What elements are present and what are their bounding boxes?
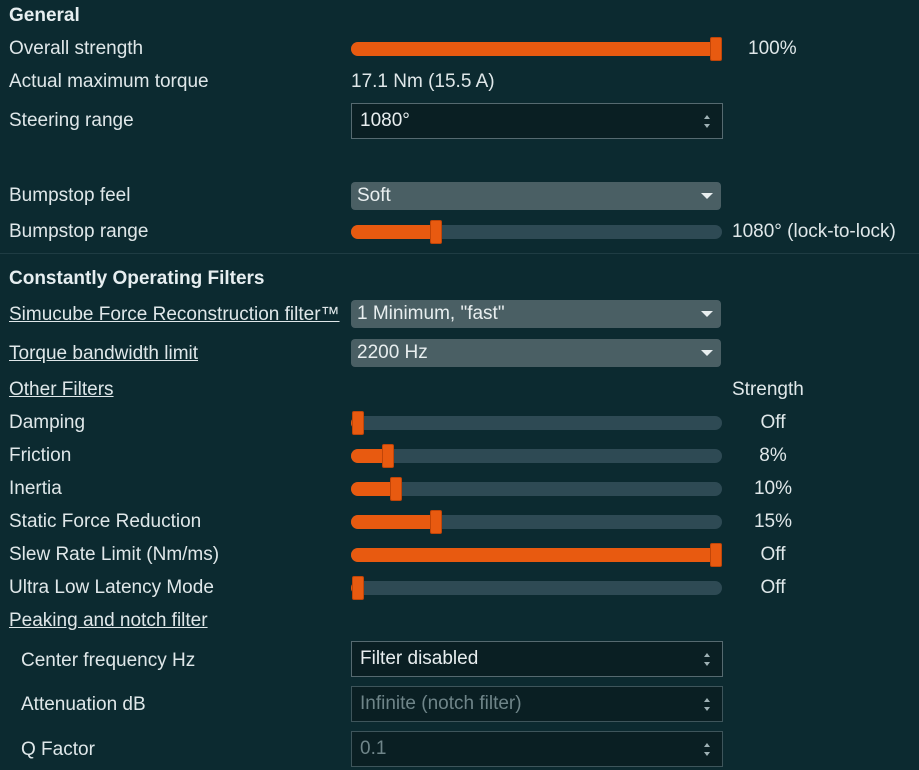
slider-fill — [351, 42, 716, 56]
slider-thumb[interactable] — [389, 477, 402, 501]
spin-arrows-icon[interactable] — [696, 107, 718, 135]
damping-slider[interactable] — [351, 411, 722, 435]
bumpstop-feel-value: Soft — [357, 185, 391, 206]
slew-rate-limit-label: Slew Rate Limit (Nm/ms) — [9, 544, 220, 565]
slider-fill — [351, 225, 437, 239]
other-filters-link[interactable]: Other Filters — [9, 379, 114, 400]
slew-rate-limit-value: Off — [760, 544, 786, 565]
slider-fill — [351, 515, 437, 529]
q-factor-label: Q Factor — [21, 739, 95, 760]
ultra-low-latency-value: Off — [760, 577, 786, 598]
slew-rate-limit-slider[interactable] — [351, 543, 722, 567]
bumpstop-range-slider[interactable] — [351, 220, 722, 244]
slider-thumb[interactable] — [430, 510, 443, 534]
actual-max-torque-label: Actual maximum torque — [9, 71, 209, 92]
overall-strength-label: Overall strength — [9, 38, 144, 59]
attenuation-spinbox: Infinite (notch filter) — [351, 686, 723, 722]
inertia-label: Inertia — [9, 478, 62, 499]
q-factor-spinbox: 0.1 — [351, 731, 723, 767]
q-factor-value: 0.1 — [360, 738, 387, 759]
steering-range-label: Steering range — [9, 110, 134, 131]
inertia-slider[interactable] — [351, 477, 722, 501]
ultra-low-latency-slider[interactable] — [351, 576, 722, 600]
strength-column-header: Strength — [732, 379, 804, 400]
ultra-low-latency-label: Ultra Low Latency Mode — [9, 577, 214, 598]
center-frequency-spinbox[interactable]: Filter disabled — [351, 641, 723, 677]
overall-strength-slider[interactable] — [351, 37, 722, 61]
slider-thumb[interactable] — [352, 576, 365, 600]
torque-bandwidth-select[interactable]: 2200 Hz — [351, 339, 721, 367]
peaking-notch-filter-link[interactable]: Peaking and notch filter — [9, 610, 208, 631]
chevron-down-icon — [701, 311, 713, 317]
reconstruction-filter-value: 1 Minimum, "fast" — [357, 303, 505, 324]
friction-value: 8% — [759, 445, 787, 466]
attenuation-label: Attenuation dB — [21, 694, 146, 715]
torque-bandwidth-link[interactable]: Torque bandwidth limit — [9, 343, 199, 364]
bumpstop-range-value: 1080° (lock-to-lock) — [732, 221, 896, 242]
slider-thumb[interactable] — [382, 444, 395, 468]
friction-label: Friction — [9, 445, 72, 466]
torque-bandwidth-value: 2200 Hz — [357, 342, 428, 363]
static-force-reduction-value: 15% — [753, 511, 793, 532]
spin-arrows-icon[interactable] — [696, 645, 718, 673]
section-divider — [0, 253, 919, 254]
slider-thumb[interactable] — [430, 220, 443, 244]
slider-thumb[interactable] — [710, 543, 722, 567]
damping-value: Off — [760, 412, 786, 433]
slider-fill — [351, 482, 396, 496]
reconstruction-filter-link[interactable]: Simucube Force Reconstruction filter™ — [9, 304, 340, 325]
chevron-down-icon — [701, 193, 713, 199]
inertia-value: 10% — [753, 478, 793, 499]
overall-strength-value: 100% — [748, 38, 797, 59]
actual-max-torque-value: 17.1 Nm (15.5 A) — [351, 71, 495, 92]
damping-label: Damping — [9, 412, 86, 433]
slider-thumb[interactable] — [352, 411, 365, 435]
spin-arrows-icon — [696, 735, 718, 763]
static-force-reduction-slider[interactable] — [351, 510, 722, 534]
center-frequency-value: Filter disabled — [360, 648, 479, 669]
chevron-down-icon — [701, 350, 713, 356]
general-header: General — [9, 5, 80, 26]
slider-fill — [351, 449, 389, 463]
slider-thumb[interactable] — [710, 37, 722, 61]
slider-fill — [351, 548, 716, 562]
friction-slider[interactable] — [351, 444, 722, 468]
attenuation-value: Infinite (notch filter) — [360, 693, 522, 714]
bumpstop-feel-label: Bumpstop feel — [9, 185, 131, 206]
spin-arrows-icon — [696, 690, 718, 718]
steering-range-spinbox[interactable]: 1080° — [351, 103, 723, 139]
steering-range-value: 1080° — [360, 110, 410, 131]
center-frequency-label: Center frequency Hz — [21, 650, 196, 671]
static-force-reduction-label: Static Force Reduction — [9, 511, 202, 532]
reconstruction-filter-select[interactable]: 1 Minimum, "fast" — [351, 300, 721, 328]
bumpstop-range-label: Bumpstop range — [9, 221, 149, 242]
constant-filters-header: Constantly Operating Filters — [9, 268, 265, 289]
bumpstop-feel-select[interactable]: Soft — [351, 182, 721, 210]
